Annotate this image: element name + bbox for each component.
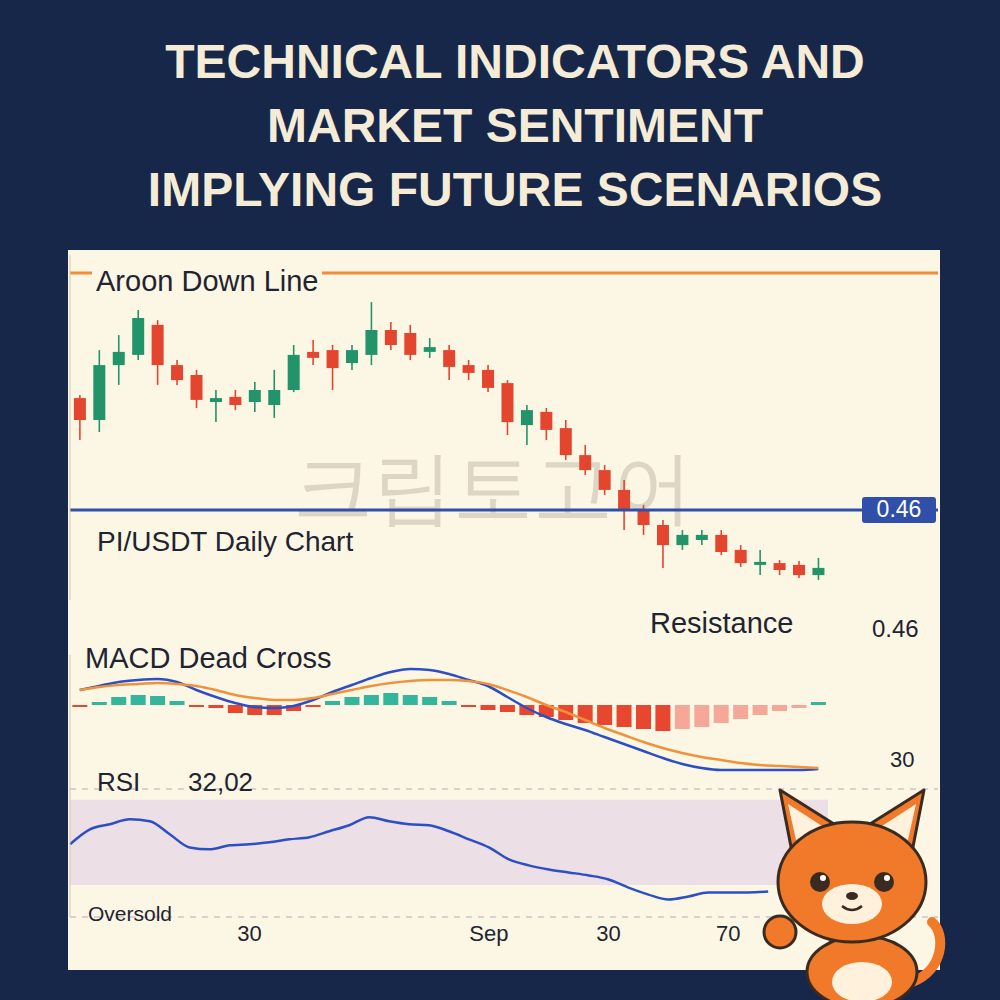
html-text:0.46: 0.46 [872,615,919,642]
html-text:32,02: 32,02 [188,767,254,797]
html-text:PI/USDT Daily Chart: PI/USDT Daily Chart [97,526,354,557]
html-text:MACD Dead Cross: MACD Dead Cross [85,642,332,674]
svg-text:0.46: 0.46 [877,496,922,522]
html-text:크립토고어: 크립토고어 [293,441,693,534]
html-text:Oversold: Oversold [88,902,172,925]
html-text:Resistance: Resistance [650,607,794,639]
html-text:MARKET SENTIMENT: MARKET SENTIMENT [267,99,763,152]
html-text:Aroon Down Line: Aroon Down Line [96,265,319,297]
svg-text:Sep: Sep [469,921,508,946]
html-text:TECHNICAL INDICATORS AND: TECHNICAL INDICATORS AND [165,35,865,88]
html-text:30: 30 [890,747,915,772]
html-text:RSI: RSI [97,767,141,797]
svg-text:70: 70 [716,921,740,946]
svg-text:30: 30 [237,921,261,946]
svg-text:30: 30 [596,921,620,946]
html-text:IMPLYING FUTURE SCENARIOS: IMPLYING FUTURE SCENARIOS [147,163,883,216]
